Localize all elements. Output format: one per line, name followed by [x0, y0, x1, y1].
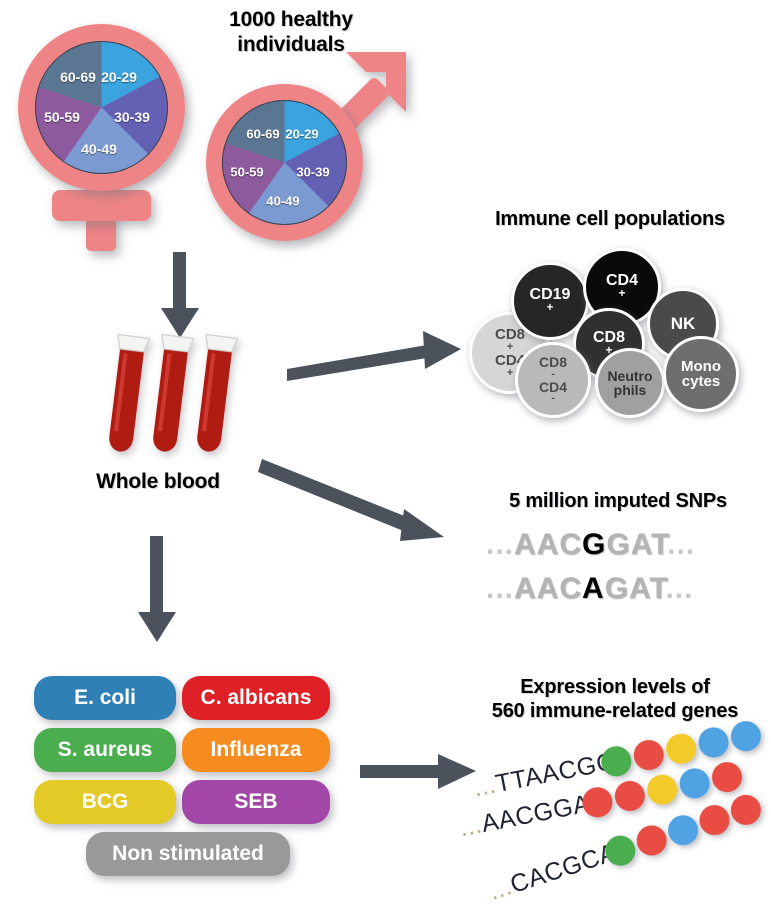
female-crossbar — [52, 190, 151, 221]
snp-trailing-dots: ... — [667, 528, 696, 561]
age-label-male-40-49: 40-49 — [266, 193, 300, 209]
stimulus-c-albicans[interactable]: C. albicans — [182, 676, 330, 720]
bubble-line: cytes — [681, 373, 721, 390]
age-label-50-59: 50-59 — [44, 109, 80, 125]
arrow-blood-to-immune — [287, 331, 461, 381]
age-label-40-49: 40-49 — [81, 141, 117, 157]
snp-highlight-base: A — [582, 572, 605, 605]
snp-prefix: AAC — [514, 528, 583, 561]
age-label-20-29: 20-29 — [101, 69, 137, 85]
arrow-cohort-to-blood — [161, 252, 199, 338]
age-label-male-50-59: 50-59 — [230, 164, 264, 180]
blood-tube-3 — [197, 333, 239, 452]
expression-chains: ...TTAACGG ...AACGGAT ...CACGCAA — [457, 718, 771, 916]
male-symbol: 20-29 30-39 40-49 50-59 60-69 — [196, 34, 426, 244]
stimulus-e-coli[interactable]: E. coli — [34, 676, 176, 720]
snp-row-1: ...AACGGAT... — [486, 528, 695, 562]
snps-title: 5 million imputed SNPs — [509, 490, 727, 512]
gene-bead — [612, 778, 648, 814]
age-label-30-39: 30-39 — [114, 109, 150, 125]
stimuli-group: E. coli C. albicans S. aureus Influenza … — [34, 676, 334, 896]
bubble-line: CD19 + — [529, 285, 571, 315]
whole-blood-group — [100, 330, 260, 460]
bubble-line: CD4- — [538, 379, 567, 405]
bubble-line: NK — [670, 314, 696, 334]
stimulus-s-aureus[interactable]: S. aureus — [34, 728, 176, 772]
immune-bubble-cd8n-cd4n[interactable]: CD8- CD4- — [515, 342, 591, 418]
gene-bead — [695, 801, 734, 839]
age-pie-male — [222, 100, 347, 225]
immune-bubble-group: CD8 + CD4 + CD19 + CD4 + NK CD8 + CD8- CD4- — [455, 240, 771, 420]
snp-leading-dots: ... — [486, 528, 515, 561]
age-label-male-30-39: 30-39 — [296, 164, 330, 180]
snp-suffix: GAT — [606, 528, 668, 561]
age-label-male-60-69: 60-69 — [246, 126, 280, 142]
gene-bead — [631, 737, 667, 773]
gene-bead — [677, 765, 713, 801]
expression-title-line1: Expression levels of — [520, 676, 710, 698]
arrow-blood-to-stimuli — [138, 536, 176, 642]
expression-title: Expression levels of 560 immune-related … — [462, 676, 768, 723]
blood-tube-1 — [109, 333, 151, 452]
female-symbol: 20-29 30-39 40-49 50-59 60-69 — [8, 14, 198, 254]
gene-bead — [709, 759, 745, 795]
bubble-line: CD4 + — [605, 271, 638, 301]
stimulus-influenza[interactable]: Influenza — [182, 728, 330, 772]
arrow-blood-to-snps — [258, 459, 444, 541]
snp-highlight-base: G — [582, 528, 607, 561]
bubble-line: Neutro — [607, 367, 653, 384]
age-label-60-69: 60-69 — [60, 69, 96, 85]
gene-bead — [632, 821, 671, 860]
gene-bead — [726, 790, 765, 829]
gene-bead — [728, 718, 764, 754]
bubble-line: CD8 + — [494, 325, 525, 353]
bubble-line: Mono — [681, 357, 721, 375]
bubble-line: phils — [613, 382, 647, 398]
gene-bead — [663, 731, 699, 767]
whole-blood-label: Whole blood — [96, 470, 220, 493]
gene-bead — [664, 811, 702, 850]
age-label-male-20-29: 20-29 — [285, 126, 319, 142]
immune-bubble-neutrophils[interactable]: Neutro phils — [595, 348, 665, 418]
snp-trailing-dots: ... — [665, 572, 694, 605]
immune-title: Immune cell populations — [495, 208, 725, 230]
expression-title-line2: 560 immune-related genes — [491, 699, 739, 722]
male-pie-wrap: 20-29 30-39 40-49 50-59 60-69 — [222, 100, 347, 225]
snp-leading-dots: ... — [486, 572, 515, 605]
snp-sequences: ...AACGGAT... ...AACAGAT... — [480, 528, 750, 620]
snp-row-2: ...AACAGAT... — [486, 572, 693, 606]
bubble-line: CD8 + — [592, 328, 625, 358]
stimulus-non-stimulated[interactable]: Non stimulated — [86, 832, 290, 876]
stimulus-bcg[interactable]: BCG — [34, 780, 176, 824]
cohort-title: 1000 healthy individuals — [229, 8, 353, 56]
gene-bead — [644, 772, 680, 808]
arrow-stimuli-to-expression — [360, 754, 476, 789]
immune-bubble-monocytes[interactable]: Mono cytes — [663, 336, 739, 412]
stimulus-seb[interactable]: SEB — [182, 780, 330, 824]
snp-prefix: AAC — [514, 572, 583, 605]
blood-tube-2 — [153, 333, 195, 452]
snp-suffix: GAT — [604, 572, 666, 605]
female-pie-wrap: 20-29 30-39 40-49 50-59 60-69 — [35, 41, 168, 174]
bubble-line: CD8- — [538, 354, 567, 380]
gene-bead — [695, 724, 732, 761]
age-pie-female — [35, 41, 168, 174]
